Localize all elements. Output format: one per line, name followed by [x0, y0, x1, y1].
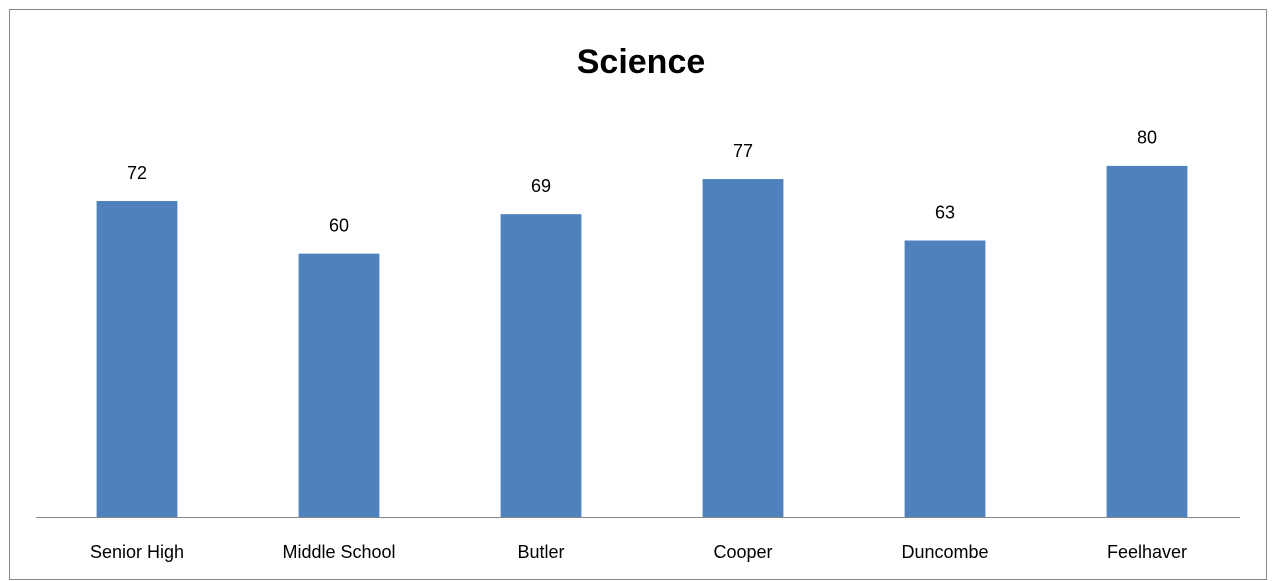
bar	[702, 179, 784, 518]
data-label: 69	[531, 176, 551, 196]
x-tick-label: Middle School	[282, 542, 395, 562]
x-tick-label: Butler	[517, 542, 564, 562]
data-label: 77	[733, 141, 753, 161]
data-label: 60	[329, 215, 349, 235]
chart-title: Science	[577, 43, 706, 81]
x-tick-label: Senior High	[90, 542, 184, 562]
bar	[298, 253, 380, 517]
x-tick-label: Duncombe	[901, 542, 988, 562]
data-label: 63	[935, 202, 955, 222]
chart-border	[9, 9, 1267, 580]
bar	[96, 201, 178, 517]
data-label: 80	[1137, 128, 1157, 148]
bar	[1106, 165, 1188, 517]
data-label: 72	[127, 163, 147, 183]
bar	[904, 240, 986, 517]
bar	[500, 214, 582, 517]
x-tick-label: Feelhaver	[1107, 542, 1187, 562]
x-tick-label: Cooper	[713, 542, 772, 562]
